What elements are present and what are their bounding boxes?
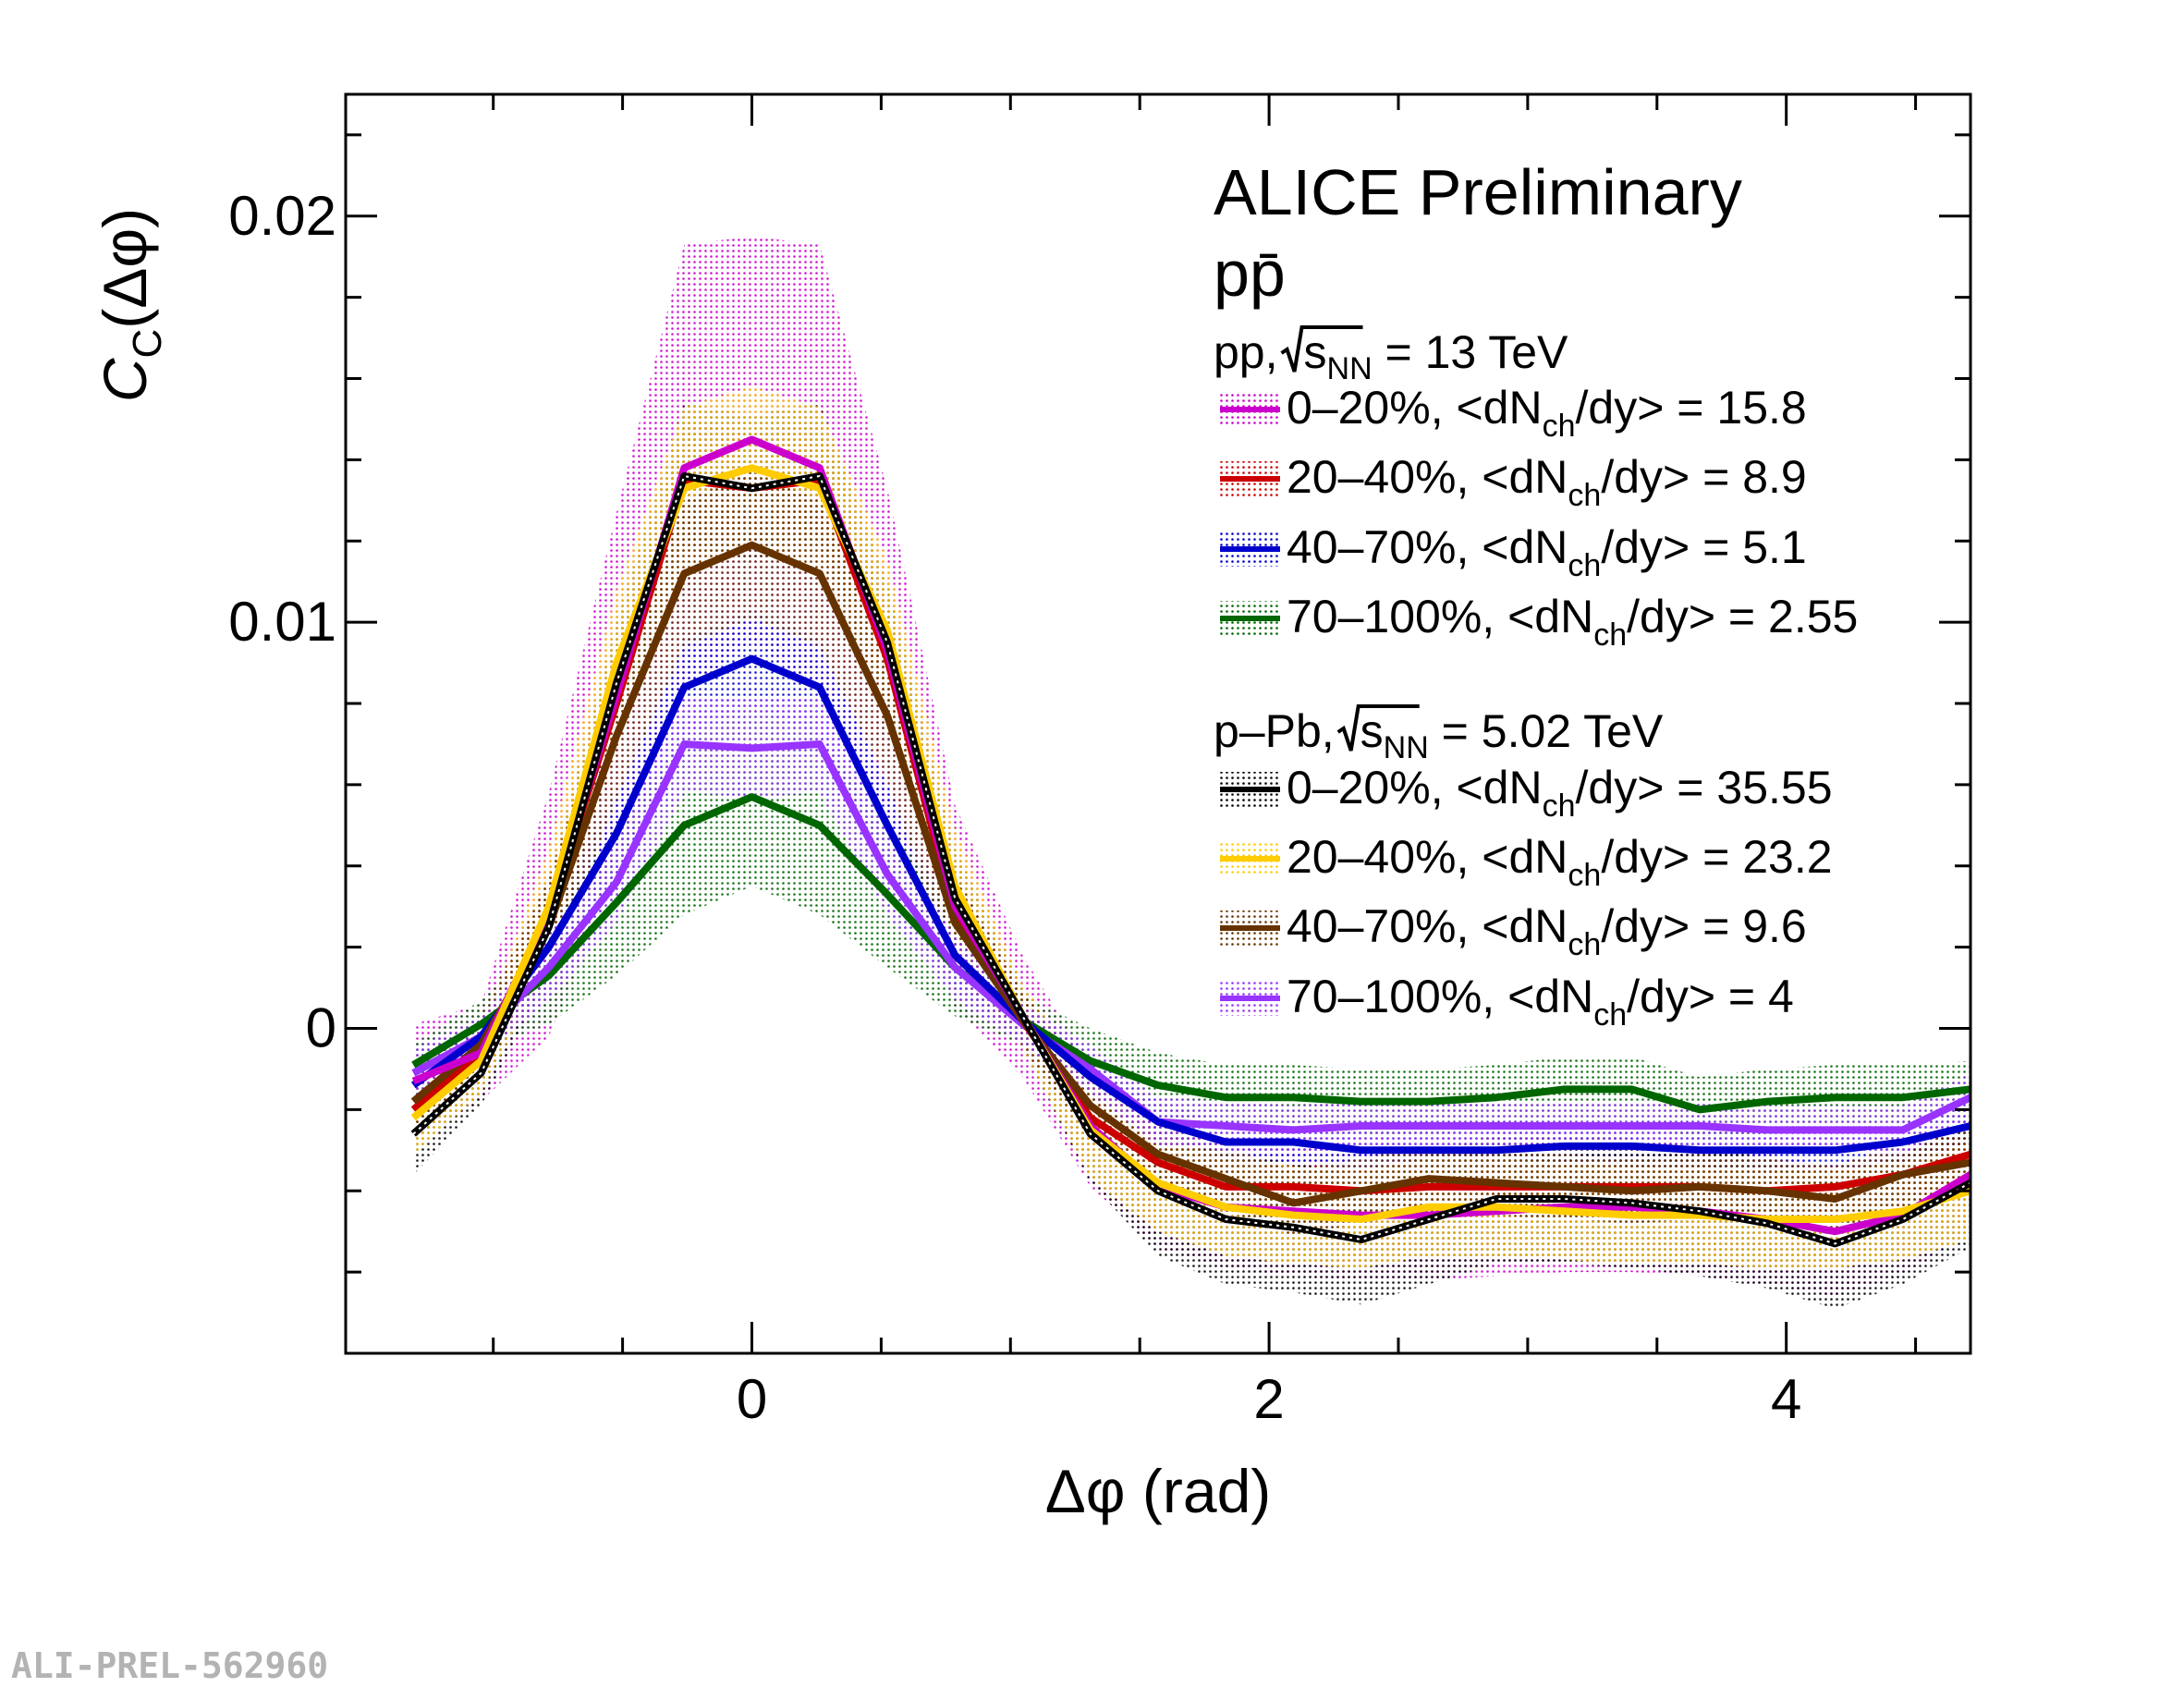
series-lines — [410, 435, 1970, 1248]
line-series-2 — [410, 654, 1970, 1155]
x-axis-title: Δφ (rad) — [1045, 1457, 1272, 1525]
legend-group-header: p–Pb, — [1214, 705, 1335, 757]
particle-label: pp̄ — [1214, 238, 1286, 310]
sqrt-symbol — [1336, 704, 1420, 752]
line-series-3 — [411, 793, 1970, 1114]
legend-entry-label: 0–20%, <dNch/dy> = 15.8 — [1287, 382, 1807, 444]
legend-group-energy: sNN = 13 TeV — [1304, 326, 1569, 386]
legend-entry-label: 70–100%, <dNch/dy> = 2.55 — [1287, 591, 1858, 653]
y-tick-label: 0.02 — [228, 185, 336, 247]
line-series-4-dots — [412, 474, 1970, 1245]
legend-entry-label: 20–40%, <dNch/dy> = 23.2 — [1287, 831, 1833, 893]
legend-entry-label: 20–40%, <dNch/dy> = 8.9 — [1287, 451, 1807, 513]
x-tick-label: 4 — [1771, 1368, 1801, 1430]
band-series-7 — [413, 695, 1970, 1155]
sqrt-symbol — [1280, 325, 1363, 373]
line-series-6 — [410, 541, 1970, 1207]
axes: 0 2 4 0 0.01 0.02 — [228, 92, 1972, 1430]
legend-entry-label: 40–70%, <dNch/dy> = 9.6 — [1287, 900, 1807, 962]
plot-frame — [344, 92, 1972, 1355]
legend-group-header: pp, — [1214, 326, 1278, 378]
legend-entry-label: 70–100%, <dNch/dy> = 4 — [1287, 971, 1794, 1033]
experiment-label: ALICE Preliminary — [1214, 156, 1742, 228]
legend-entry-label: 0–20%, <dNch/dy> = 35.55 — [1287, 762, 1833, 824]
legend-entry-label: 40–70%, <dNch/dy> = 5.1 — [1287, 521, 1807, 583]
y-tick-label: 0 — [306, 997, 336, 1059]
legend: ALICE Preliminary pp̄ pp, sNN = 13 TeV0–… — [1214, 156, 1858, 1033]
legend-group-energy: sNN = 5.02 TeV — [1360, 705, 1664, 765]
y-tick-label: 0.01 — [228, 591, 336, 653]
svg-text:CC(Δφ): CC(Δφ) — [91, 208, 170, 402]
line-series-7 — [411, 740, 1970, 1134]
x-tick-label: 2 — [1253, 1368, 1284, 1430]
x-tick-label: 0 — [737, 1368, 767, 1430]
y-axis-title: CC(Δφ) — [91, 208, 170, 402]
watermark: ALI-PREL-562960 — [11, 1645, 328, 1686]
